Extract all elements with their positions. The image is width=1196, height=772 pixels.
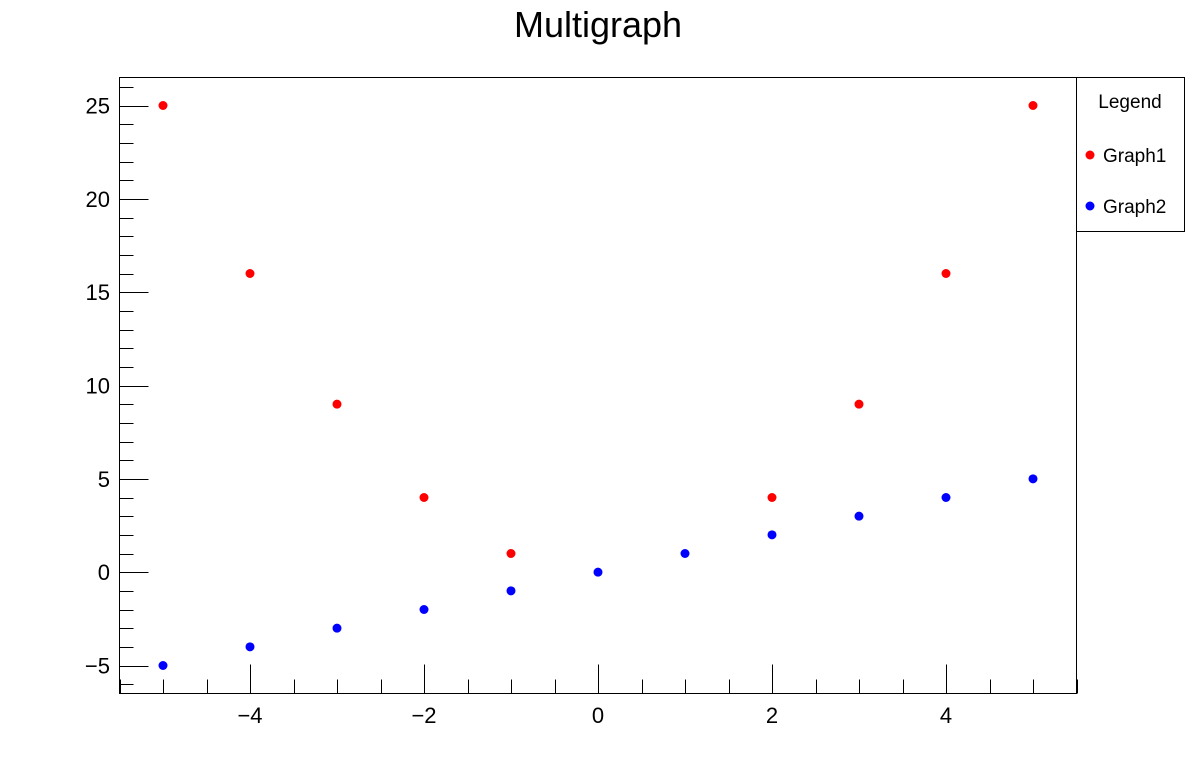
legend-box [1076, 77, 1185, 232]
series-graph2 [158, 474, 1038, 670]
y-tick-label: 10 [86, 374, 110, 399]
data-point [506, 586, 516, 596]
x-tick-label: 2 [766, 703, 778, 728]
data-point [767, 530, 777, 540]
y-axis: −5 0 5 10 15 20 25 [85, 87, 149, 685]
data-point [941, 493, 951, 502]
x-tick-label: 4 [940, 703, 952, 728]
y-tick-label: 15 [86, 280, 110, 305]
data-point [158, 101, 168, 110]
y-tick-label: −5 [85, 654, 110, 679]
series-graph1 [158, 101, 1038, 558]
data-point [1028, 474, 1038, 484]
y-tick-label: 25 [86, 94, 110, 119]
data-point [506, 549, 516, 558]
data-point [245, 269, 255, 278]
legend-title: Legend [1098, 92, 1161, 113]
data-point [767, 493, 777, 502]
y-tick-label: 0 [98, 560, 110, 585]
x-tick-label: −4 [237, 703, 262, 728]
x-tick-label: −2 [411, 703, 436, 728]
data-point [941, 269, 951, 278]
data-point [245, 642, 255, 652]
data-point [854, 399, 864, 409]
data-point [158, 661, 168, 670]
x-tick-label: 0 [592, 703, 604, 728]
x-axis: −4 −2 0 2 4 [120, 664, 1078, 728]
data-points [158, 101, 1038, 670]
data-point [419, 493, 429, 502]
legend-marker [1085, 201, 1095, 211]
chart-title: Multigraph [514, 4, 682, 45]
y-tick-label: 5 [98, 467, 110, 492]
plot-frame [119, 77, 1077, 694]
y-tick-label: 20 [86, 187, 110, 212]
legend: Legend Graph1 Graph2 [1076, 77, 1185, 232]
data-point [854, 511, 864, 521]
legend-label: Graph1 [1103, 146, 1166, 167]
legend-marker [1085, 150, 1095, 160]
data-point [593, 567, 603, 577]
data-point [332, 399, 342, 409]
legend-entries: Graph1 Graph2 [1085, 146, 1166, 218]
legend-label: Graph2 [1103, 197, 1166, 218]
data-point [680, 549, 690, 558]
data-point [1028, 101, 1038, 110]
data-point [332, 623, 342, 633]
data-point [419, 605, 429, 614]
